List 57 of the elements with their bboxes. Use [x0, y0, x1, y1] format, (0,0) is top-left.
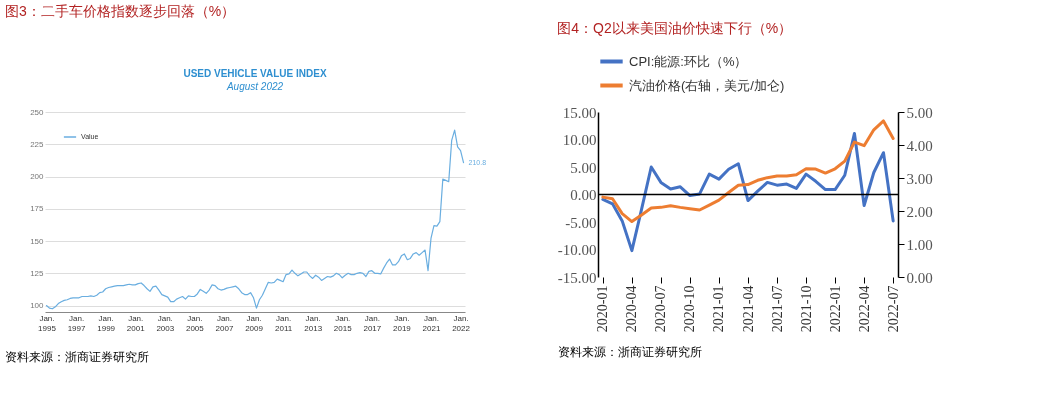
y2-tick-label: 1.00	[906, 236, 933, 253]
y2-tick-label: 2.00	[906, 203, 933, 220]
x-tick-label: Jan. 1999	[97, 313, 116, 333]
y-tick-label: 5.00	[570, 159, 597, 176]
y2-tick-label: 0.00	[906, 269, 933, 286]
x-tick-label: Jan. 2017	[363, 313, 382, 333]
x-tick-label: 2021-07	[769, 285, 785, 333]
text: 资料来源：浙商证券研究所	[558, 345, 702, 359]
y-tick-label: 225	[30, 139, 45, 149]
y-tick-label: -10.00	[557, 242, 597, 258]
legend-label: CPI:能源:环比（%）	[629, 53, 748, 69]
x-tick-label: 2022-07	[885, 285, 901, 333]
x-tick-label: 2020-07	[653, 285, 669, 333]
y-tick-label: 200	[30, 172, 45, 182]
x-tick-label: 2020-10	[682, 285, 698, 333]
x-tick-label: Jan. 2013	[304, 313, 323, 333]
y-tick-label: 10.00	[562, 132, 597, 148]
y-tick-label: 250	[30, 107, 45, 117]
y-tick-label: 15.00	[562, 104, 597, 121]
x-tick-label: 2022-01	[827, 285, 843, 333]
y-tick-label: 150	[30, 236, 45, 246]
x-tick-label: 2021-04	[740, 285, 756, 333]
x-tick-label: Jan. 2011	[275, 313, 293, 333]
line-series	[601, 119, 895, 224]
y-tick-label: 175	[30, 204, 45, 214]
x-tick-label: Jan. 2001	[126, 313, 146, 333]
line-series	[45, 129, 465, 310]
y-tick-label: -15.00	[557, 269, 597, 286]
x-tick-label: 2021-01	[711, 285, 727, 333]
x-tick-label: Jan. 2022	[452, 313, 471, 333]
x-tick-label: 2022-04	[856, 285, 872, 333]
x-tick-label: 2021-10	[798, 285, 814, 333]
x-tick-label: Jan. 1997	[67, 313, 87, 333]
y-tick-label: 125	[30, 268, 45, 278]
chart-subtitle: USED VEHICLE VALUE INDEX	[183, 68, 327, 79]
x-tick-label: 2020-01	[595, 285, 611, 333]
y-tick-label: -5.00	[565, 214, 597, 231]
x-tick-label: Jan. 2007	[215, 313, 234, 333]
y-tick-label: 0.00	[570, 187, 597, 203]
y2-tick-label: 5.00	[906, 104, 933, 121]
x-tick-label: Jan. 1995	[38, 313, 57, 333]
x-tick-label: Jan. 2015	[333, 313, 353, 333]
x-tick-label: 2020-04	[624, 285, 640, 333]
chart-title: 图3：二手车价格指数逐步回落（%）	[5, 3, 236, 19]
chart-title: 图4：Q2以来美国油价快速下行（%）	[557, 20, 793, 36]
legend-label: 汽油价格(右轴，美元/加仑)	[629, 77, 785, 93]
text: 资料来源：浙商证券研究所	[5, 350, 149, 364]
y-tick-label: 100	[30, 301, 45, 311]
x-tick-label: Jan. 2019	[393, 313, 412, 333]
x-tick-label: Jan. 2003	[156, 313, 175, 333]
y2-tick-label: 3.00	[906, 170, 933, 187]
line-series	[601, 131, 895, 253]
x-tick-label: Jan. 2021	[422, 313, 441, 333]
x-tick-label: Jan. 2009	[245, 313, 264, 333]
y2-tick-label: 4.00	[906, 137, 933, 154]
text: August 2022	[225, 81, 284, 92]
x-tick-label: Jan. 2005	[185, 313, 205, 333]
